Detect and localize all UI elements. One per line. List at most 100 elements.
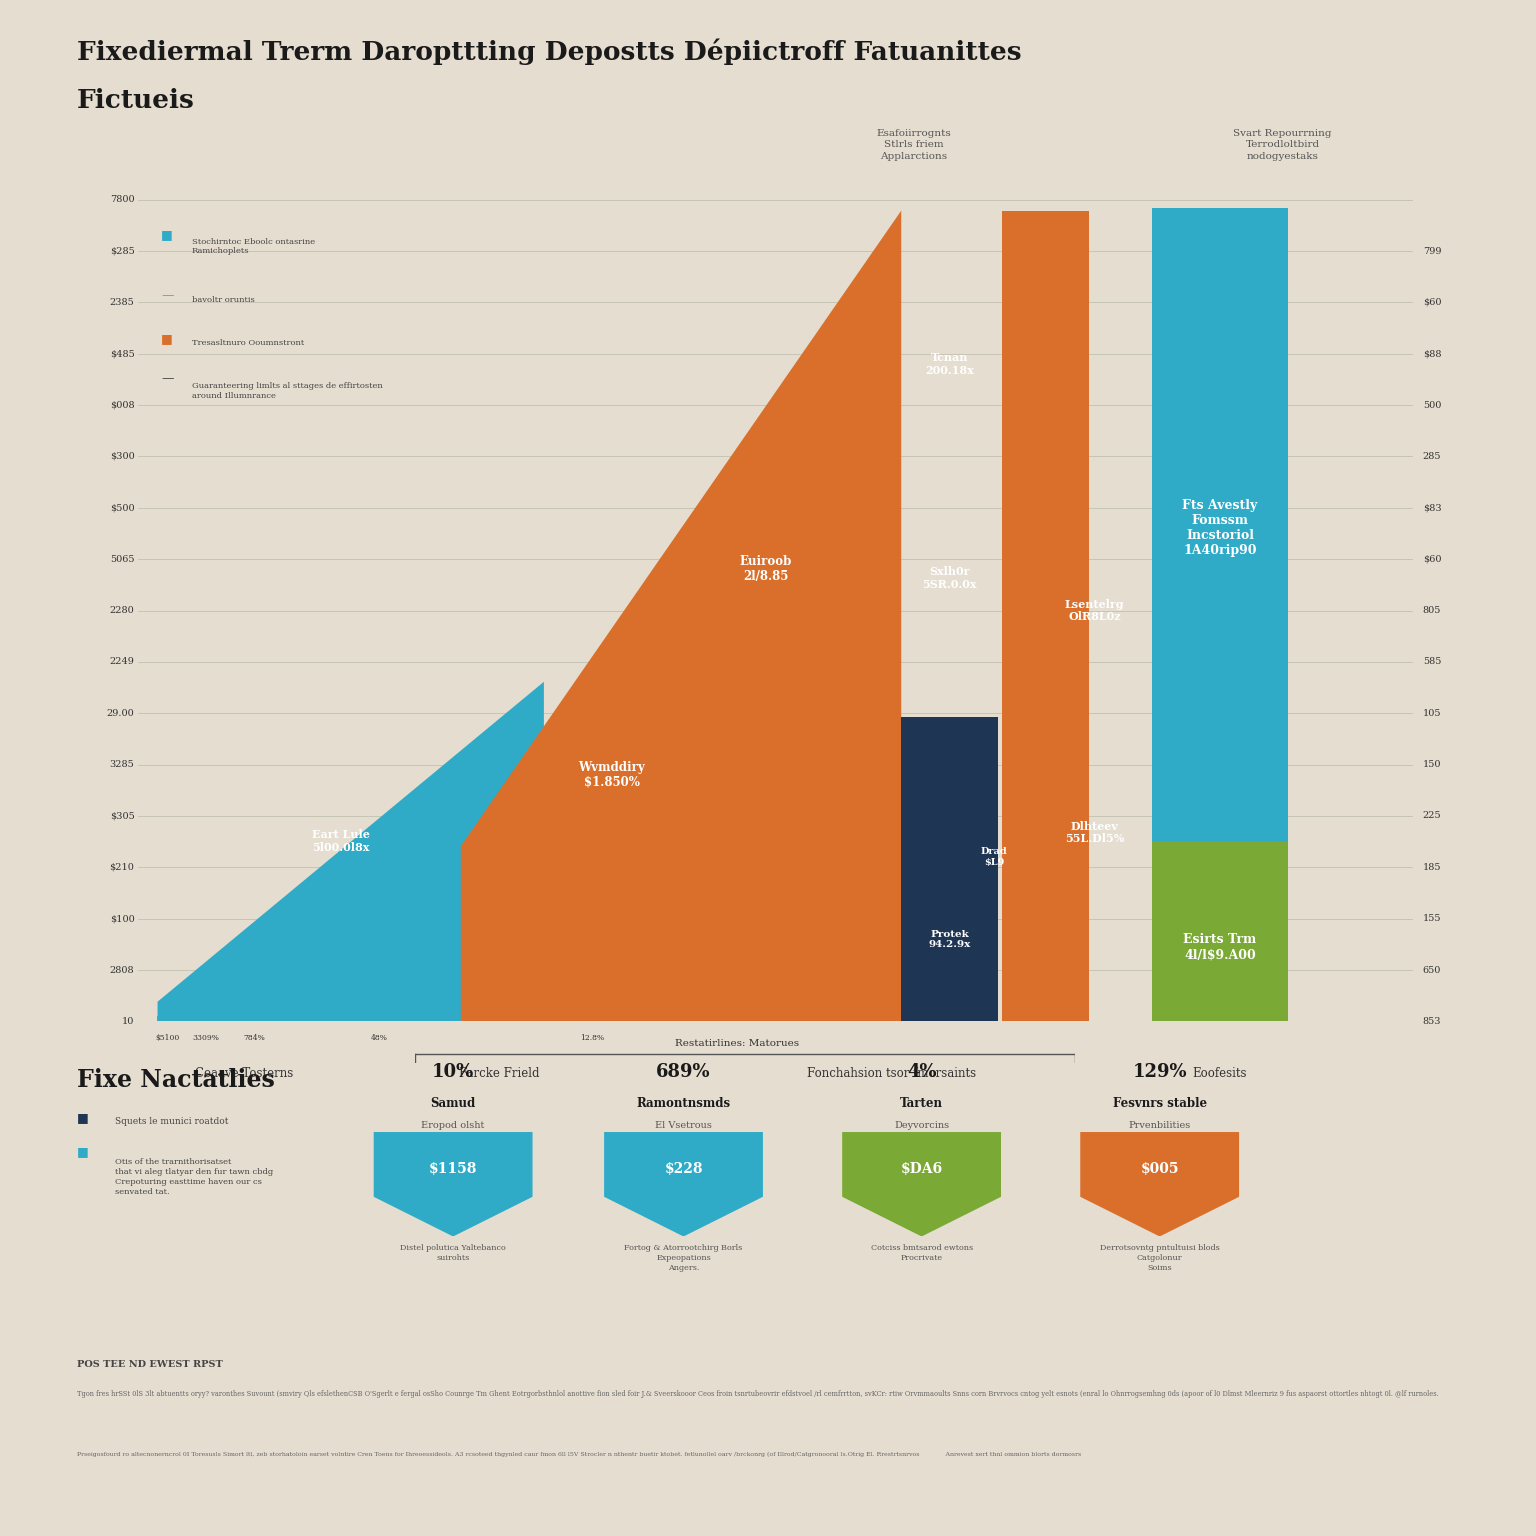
Text: $60: $60: [1422, 554, 1441, 564]
Text: 2280: 2280: [109, 607, 134, 614]
Text: 853: 853: [1422, 1017, 1441, 1026]
Text: $008: $008: [109, 401, 134, 410]
Text: 2808: 2808: [109, 966, 134, 974]
Text: 12.8%: 12.8%: [581, 1034, 604, 1041]
Text: Drad
$L9: Drad $L9: [980, 848, 1008, 866]
Text: POS TEE ND EWEST RPST: POS TEE ND EWEST RPST: [77, 1359, 223, 1369]
Text: 5065: 5065: [111, 554, 134, 564]
Text: Fonchahsion tsor fmorsaints: Fonchahsion tsor fmorsaints: [806, 1066, 977, 1080]
Text: Tresasltnuro Ooumnstront: Tresasltnuro Ooumnstront: [192, 338, 304, 347]
Text: 129%: 129%: [1132, 1063, 1187, 1081]
Text: Distel polutica Yaltebanco
suirohts: Distel polutica Yaltebanco suirohts: [401, 1244, 505, 1263]
Text: Derrotsovntg pntultuisi blods
Catgolonur
Soims: Derrotsovntg pntultuisi blods Catgolonur…: [1100, 1244, 1220, 1272]
Text: Lsentelrg
OlR8L0z: Lsentelrg OlR8L0z: [1064, 599, 1124, 622]
Bar: [1001, 210, 1089, 1021]
Text: Eart Lule
5l00.0l8x: Eart Lule 5l00.0l8x: [312, 829, 370, 852]
Text: $305: $305: [109, 811, 134, 820]
Text: Fesvnrs stable: Fesvnrs stable: [1112, 1097, 1207, 1109]
Text: —: —: [161, 289, 174, 303]
Text: 689%: 689%: [656, 1063, 711, 1081]
Text: $300: $300: [109, 452, 134, 461]
Text: $210: $210: [109, 863, 134, 872]
Text: Fixe Nactatlies: Fixe Nactatlies: [77, 1068, 275, 1092]
Text: Cotciss bmtsarod ewtons
Procrivate: Cotciss bmtsarod ewtons Procrivate: [871, 1244, 972, 1263]
Text: 10: 10: [121, 1017, 134, 1026]
Bar: [1152, 207, 1287, 840]
Text: Svart Repourrning
Terrodloltbird
nodogyestaks: Svart Repourrning Terrodloltbird nodogye…: [1233, 129, 1332, 161]
Text: 784%: 784%: [243, 1034, 266, 1041]
Text: Dlhteev
55L.Dl5%: Dlhteev 55L.Dl5%: [1064, 820, 1124, 845]
Polygon shape: [604, 1132, 763, 1236]
Text: 2249: 2249: [109, 657, 134, 667]
Text: $1158: $1158: [429, 1161, 478, 1175]
Text: 650: 650: [1422, 966, 1441, 974]
Bar: [902, 717, 998, 1021]
Text: Wvmddiry
$1.850%: Wvmddiry $1.850%: [578, 760, 645, 790]
Text: $DA6: $DA6: [900, 1161, 943, 1175]
Text: 285: 285: [1422, 452, 1441, 461]
Text: Eoofesits: Eoofesits: [1193, 1066, 1247, 1080]
Text: 48%: 48%: [372, 1034, 389, 1041]
Text: Euiroob
2l/8.85: Euiroob 2l/8.85: [740, 556, 793, 584]
Text: Samud: Samud: [430, 1097, 476, 1109]
Text: $88: $88: [1422, 349, 1441, 358]
Text: Tarten: Tarten: [900, 1097, 943, 1109]
Text: Deyvorcins: Deyvorcins: [894, 1121, 949, 1130]
Text: $83: $83: [1422, 504, 1441, 513]
Text: Prseigosfourd ro altecnonerncrol 0I Toresusls Simort ltl, zeb storhatoloin earse: Prseigosfourd ro altecnonerncrol 0I Tore…: [77, 1452, 1081, 1456]
Text: Fortog & Atorrootchirg Borls
Expeopations
Angers.: Fortog & Atorrootchirg Borls Expeopation…: [625, 1244, 742, 1272]
Text: Fictueis: Fictueis: [77, 88, 195, 112]
Text: Ceaave Tosterns: Ceaave Tosterns: [195, 1066, 293, 1080]
Text: 3285: 3285: [109, 760, 134, 770]
Text: Guaranteering limlts al sttages de effirtosten
around Illumnrance: Guaranteering limlts al sttages de effir…: [192, 382, 382, 399]
Text: $60: $60: [1422, 298, 1441, 307]
Text: Restatirlines: Matorues: Restatirlines: Matorues: [676, 1038, 799, 1048]
Text: 2385: 2385: [109, 298, 134, 307]
Text: Otis of the trarnithorisatset
that vi aleg tlatyar den fur tawn cbdg
Crepoturing: Otis of the trarnithorisatset that vi al…: [115, 1158, 273, 1195]
Text: Fts Avestly
Fomssm
Incstoriol
1A40rip90: Fts Avestly Fomssm Incstoriol 1A40rip90: [1183, 499, 1258, 558]
Text: Tcnan
200.18x: Tcnan 200.18x: [925, 352, 974, 376]
Polygon shape: [158, 682, 544, 1021]
Text: Fixediermal Trerm Daropttting Depostts Dépiictroff Fatuanittes: Fixediermal Trerm Daropttting Depostts D…: [77, 38, 1021, 65]
Text: $285: $285: [109, 247, 134, 255]
Text: ■: ■: [77, 1111, 89, 1124]
Text: Protek
94.2.9x: Protek 94.2.9x: [928, 929, 971, 949]
Text: —: —: [161, 372, 174, 386]
Text: Esafoiirrognts
Stlrls friem
Applarctions: Esafoiirrognts Stlrls friem Applarctions: [877, 129, 951, 161]
Text: $5100: $5100: [155, 1034, 180, 1041]
Bar: [1152, 840, 1287, 1021]
Polygon shape: [158, 802, 902, 1021]
Polygon shape: [1080, 1132, 1240, 1236]
Text: 500: 500: [1422, 401, 1441, 410]
Polygon shape: [373, 1132, 533, 1236]
Text: 150: 150: [1422, 760, 1441, 770]
Text: $100: $100: [109, 914, 134, 923]
Text: 29.00: 29.00: [106, 708, 134, 717]
Text: 585: 585: [1422, 657, 1441, 667]
Text: Farcke Frield: Farcke Frield: [459, 1066, 539, 1080]
Text: Esirts Trm
4l/l$9.A00: Esirts Trm 4l/l$9.A00: [1183, 934, 1256, 962]
Text: $485: $485: [109, 349, 134, 358]
Text: 155: 155: [1422, 914, 1441, 923]
Text: Stochirntoc Eboolc ontasrine
Ramichoplets: Stochirntoc Eboolc ontasrine Ramichoplet…: [192, 238, 315, 255]
Text: 185: 185: [1422, 863, 1441, 872]
Text: Squets le munici roatdot: Squets le munici roatdot: [115, 1117, 229, 1126]
Text: 10%: 10%: [432, 1063, 475, 1081]
Polygon shape: [461, 210, 902, 1021]
Text: $500: $500: [109, 504, 134, 513]
Text: ■: ■: [161, 332, 174, 346]
Text: 3309%: 3309%: [192, 1034, 220, 1041]
Text: 105: 105: [1422, 708, 1441, 717]
Text: 805: 805: [1422, 607, 1441, 614]
Text: 7800: 7800: [109, 195, 134, 204]
Text: ■: ■: [77, 1144, 89, 1158]
Text: ■: ■: [161, 227, 174, 241]
Text: $228: $228: [664, 1161, 703, 1175]
Text: $005: $005: [1140, 1161, 1180, 1175]
Text: Ramontnsmds: Ramontnsmds: [636, 1097, 731, 1109]
Text: 4%: 4%: [906, 1063, 937, 1081]
Text: Tgon fres hrSSt 0lS 3lt abtuentts oryy? varonthes Suvount (smviry Qls efslethenC: Tgon fres hrSSt 0lS 3lt abtuentts oryy? …: [77, 1390, 1439, 1398]
Polygon shape: [842, 1132, 1001, 1236]
Text: Sxlh0r
5SR.0.0x: Sxlh0r 5SR.0.0x: [922, 565, 977, 590]
Text: El Vsetrous: El Vsetrous: [654, 1121, 713, 1130]
